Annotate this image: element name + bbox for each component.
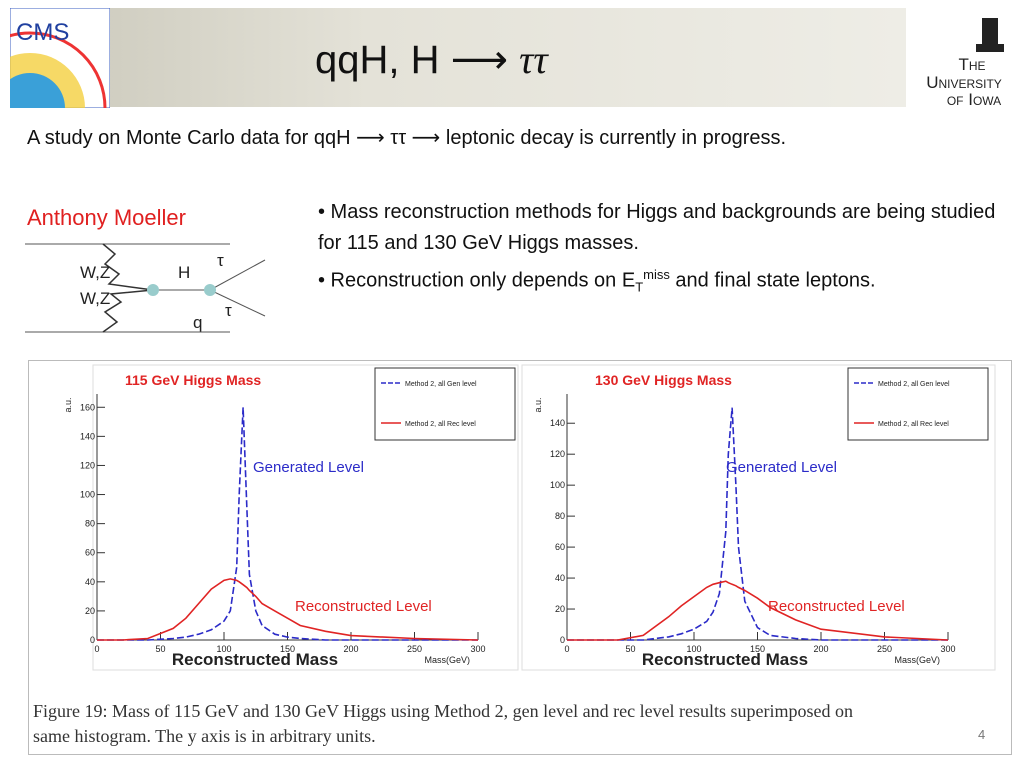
y-tick-label: 0 [560,635,565,645]
x-tick-label: 50 [155,644,165,654]
logo-text: CMS [16,19,69,46]
x-axis-label: Reconstructed Mass [642,650,808,669]
annotation: Reconstructed Level [295,598,432,615]
logo-text: University [926,73,1002,92]
bullet-list: • Mass reconstruction methods for Higgs … [318,197,1008,303]
iowa-logo: The University of Iowa [926,18,1004,109]
chart-title: 115 GeV Higgs Mass [125,372,261,388]
x-tick-label: 0 [94,644,99,654]
series-line [567,580,949,641]
logo-arc [10,31,107,108]
author: Anthony Moeller [27,205,186,230]
y-tick-label: 140 [550,418,565,428]
x-unit-label: Mass(GeV) [424,655,470,665]
title-tau: ττ [519,37,548,82]
series-line [97,407,478,641]
y-tick-label: 40 [85,577,95,587]
vertex [147,284,159,296]
cms-logo: CMS [10,8,110,108]
figure-box [28,360,1012,755]
y-tick-label: 120 [550,449,565,459]
subscript: T [635,279,644,295]
legend-label: Method 2, all Gen level [405,381,477,388]
x-tick-label: 150 [280,644,295,654]
legend-label: Method 2, all Gen level [878,381,950,388]
title-arrow: ⟶ [450,38,508,82]
x-tick-label: 100 [686,644,701,654]
logo-text: The [958,55,985,74]
x-tick-label: 100 [216,644,231,654]
chart-panel [92,364,519,671]
annotation: Generated Level [253,459,364,476]
x-tick-label: 300 [470,644,485,654]
annotation: Generated Level [726,459,837,476]
x-tick-label: 150 [750,644,765,654]
logo-arc [10,73,65,108]
series-line [567,407,948,641]
y-tick-label: 60 [85,548,95,558]
page-number: 4 [978,727,986,742]
y-tick-label: 140 [80,431,95,441]
feynman-diagram: W,Z W,Z H τ τ q [25,243,266,333]
y-axis-label: a.u. [63,397,73,412]
y-tick-label: 100 [80,490,95,500]
y-tick-label: 160 [80,402,95,412]
logo-building [976,44,1004,52]
x-tick-label: 300 [940,644,955,654]
bullet-text: • Reconstruction only depends on E [318,269,636,292]
diagram-label: W,Z [80,289,110,308]
y-tick-label: 40 [555,573,565,583]
x-tick-label: 250 [877,644,892,654]
logo-building [982,18,998,48]
boson-line [102,289,154,333]
vertex [204,284,216,296]
caption-line: same histogram. The y axis is in arbitra… [33,726,376,746]
boson-line [102,243,154,291]
diagram-label: W,Z [80,263,110,282]
header-band [10,8,906,107]
y-axis-label: a.u. [533,397,543,412]
x-tick-label: 200 [813,644,828,654]
x-tick-label: 200 [343,644,358,654]
title-text: qqH, H [315,38,440,82]
y-tick-label: 80 [85,519,95,529]
legend-label: Method 2, all Rec level [405,421,476,428]
diagram-label: τ [225,301,232,320]
x-tick-label: 50 [625,644,635,654]
y-tick-label: 120 [80,460,95,470]
caption-line: Figure 19: Mass of 115 GeV and 130 GeV H… [33,701,854,721]
bullet: • Reconstruction only depends on ETmiss … [318,259,1008,303]
logo-text: of Iowa [947,90,1001,109]
diagram-label: H [178,263,190,282]
intro-text: A study on Monte Carlo data for qqH ⟶ ττ… [27,127,787,149]
chart-panel [521,364,996,671]
tau-line [209,289,266,317]
diagram-label: τ [217,251,224,270]
superscript: miss [643,267,670,282]
x-tick-label: 0 [564,644,569,654]
y-tick-label: 80 [555,511,565,521]
y-tick-label: 60 [555,542,565,552]
y-tick-label: 20 [85,606,95,616]
annotation: Reconstructed Level [768,598,905,615]
bullet-text: and final state leptons. [669,269,876,292]
legend-label: Method 2, all Rec level [878,421,949,428]
bullet: • Mass reconstruction methods for Higgs … [318,201,996,254]
x-tick-label: 250 [407,644,422,654]
title: qqH, H ⟶ ττ [315,36,548,83]
series-line [97,578,479,641]
x-unit-label: Mass(GeV) [894,655,940,665]
y-tick-label: 0 [90,635,95,645]
chart-title: 130 GeV Higgs Mass [595,372,732,388]
diagram-label: q [193,313,202,332]
x-axis-label: Reconstructed Mass [172,650,338,669]
legend-box [847,367,989,441]
y-tick-label: 20 [555,604,565,614]
legend-box [374,367,516,441]
tau-line [209,259,266,291]
y-tick-label: 100 [550,480,565,490]
